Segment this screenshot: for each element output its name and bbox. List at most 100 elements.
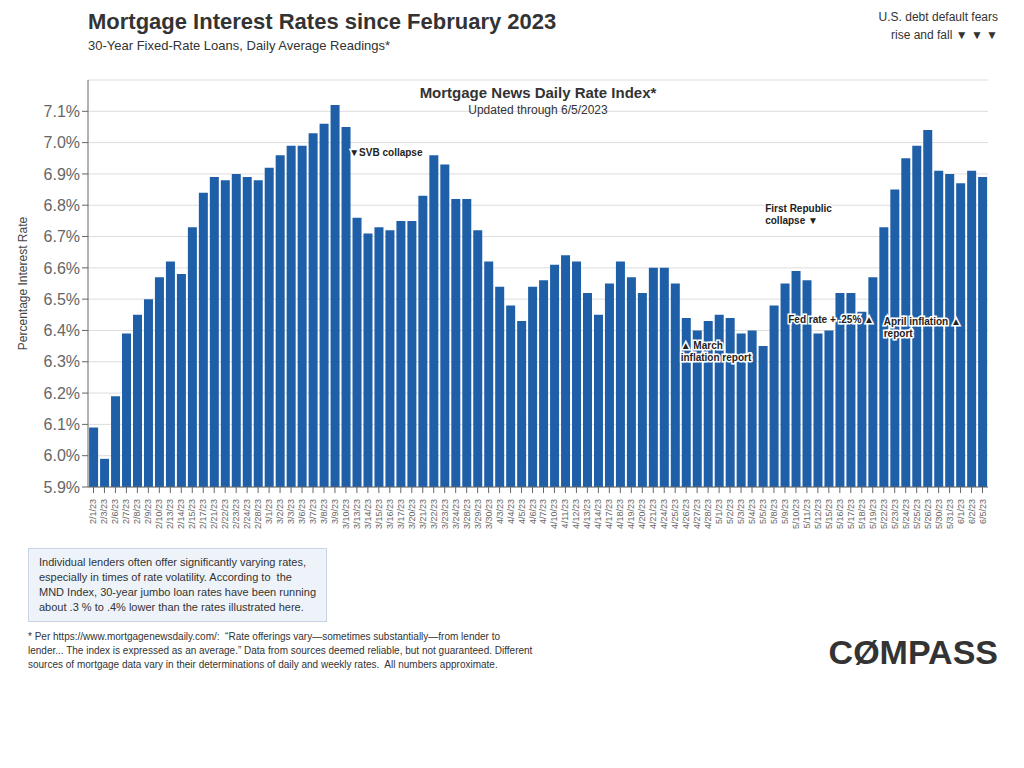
- svg-text:4/24/23: 4/24/23: [659, 499, 669, 529]
- svg-text:4/13/23: 4/13/23: [582, 499, 592, 529]
- svg-text:2/10/23: 2/10/23: [154, 499, 164, 529]
- svg-text:5/22/23: 5/22/23: [879, 499, 889, 529]
- svg-text:2/15/23: 2/15/23: [187, 499, 197, 529]
- svg-text:5/31/23: 5/31/23: [945, 499, 955, 529]
- svg-text:5/9/23: 5/9/23: [780, 499, 790, 524]
- svg-text:5/5/23: 5/5/23: [758, 499, 768, 524]
- svg-text:5/10/23: 5/10/23: [791, 499, 801, 529]
- svg-text:4/26/23: 4/26/23: [681, 499, 691, 529]
- svg-text:4/10/23: 4/10/23: [549, 499, 559, 529]
- svg-text:4/14/23: 4/14/23: [593, 499, 603, 529]
- svg-text:5/25/23: 5/25/23: [912, 499, 922, 529]
- svg-text:2/24/23: 2/24/23: [242, 499, 252, 529]
- svg-text:2/7/23: 2/7/23: [121, 499, 131, 524]
- svg-text:▲ March: ▲ March: [681, 340, 723, 351]
- svg-text:April inflation ▲: April inflation ▲: [884, 316, 961, 327]
- svg-text:5.9%: 5.9%: [44, 479, 80, 496]
- svg-text:3/28/23: 3/28/23: [462, 499, 472, 529]
- svg-text:2/23/23: 2/23/23: [231, 499, 241, 529]
- svg-text:6/1/23: 6/1/23: [956, 499, 966, 524]
- svg-text:2/6/23: 2/6/23: [110, 499, 120, 524]
- svg-text:Percentage Interest Rate: Percentage Interest Rate: [16, 216, 30, 350]
- svg-text:3/8/23: 3/8/23: [319, 499, 329, 524]
- svg-text:2/13/23: 2/13/23: [165, 499, 175, 529]
- svg-text:First Republic: First Republic: [765, 203, 832, 214]
- svg-text:7.0%: 7.0%: [44, 134, 80, 151]
- svg-text:3/29/23: 3/29/23: [473, 499, 483, 529]
- svg-text:6.7%: 6.7%: [44, 228, 80, 245]
- svg-text:6.9%: 6.9%: [44, 166, 80, 183]
- svg-text:5/19/23: 5/19/23: [868, 499, 878, 529]
- svg-text:5/11/23: 5/11/23: [802, 499, 812, 528]
- svg-text:4/5/23: 4/5/23: [517, 499, 527, 524]
- svg-text:5/4/23: 5/4/23: [747, 499, 757, 524]
- svg-text:6.1%: 6.1%: [44, 416, 80, 433]
- svg-text:4/27/23: 4/27/23: [692, 499, 702, 529]
- svg-text:3/10/23: 3/10/23: [341, 499, 351, 529]
- svg-text:4/17/23: 4/17/23: [604, 499, 614, 529]
- svg-text:6.6%: 6.6%: [44, 260, 80, 277]
- svg-text:3/24/23: 3/24/23: [451, 499, 461, 529]
- svg-text:6.8%: 6.8%: [44, 197, 80, 214]
- svg-text:3/3/23: 3/3/23: [286, 499, 296, 524]
- svg-text:5/24/23: 5/24/23: [901, 499, 911, 529]
- svg-text:4/12/23: 4/12/23: [571, 499, 581, 529]
- svg-text:Fed rate + .25% ▲: Fed rate + .25% ▲: [788, 314, 874, 325]
- svg-text:5/18/23: 5/18/23: [857, 499, 867, 529]
- svg-text:5/3/23: 5/3/23: [736, 499, 746, 524]
- svg-text:2/9/23: 2/9/23: [143, 499, 153, 524]
- svg-text:2/8/23: 2/8/23: [132, 499, 142, 524]
- svg-text:4/11/23: 4/11/23: [560, 499, 570, 528]
- svg-text:4/21/23: 4/21/23: [648, 499, 658, 529]
- svg-text:2/14/23: 2/14/23: [176, 499, 186, 529]
- svg-text:3/15/23: 3/15/23: [374, 499, 384, 529]
- svg-text:3/9/23: 3/9/23: [330, 499, 340, 524]
- svg-text:inflation report: inflation report: [681, 352, 752, 363]
- svg-text:4/20/23: 4/20/23: [637, 499, 647, 529]
- svg-text:4/28/23: 4/28/23: [703, 499, 713, 529]
- svg-text:5/23/23: 5/23/23: [890, 499, 900, 529]
- svg-text:3/7/23: 3/7/23: [308, 499, 318, 524]
- svg-text:report: report: [884, 328, 914, 339]
- svg-text:5/16/23: 5/16/23: [835, 499, 845, 529]
- svg-text:7.1%: 7.1%: [44, 103, 80, 120]
- svg-text:3/22/23: 3/22/23: [429, 499, 439, 529]
- svg-text:collapse ▼: collapse ▼: [765, 215, 818, 226]
- svg-text:5/15/23: 5/15/23: [824, 499, 834, 529]
- svg-text:2/22/23: 2/22/23: [220, 499, 230, 529]
- svg-text:2/28/23: 2/28/23: [253, 499, 263, 529]
- svg-text:6.0%: 6.0%: [44, 447, 80, 464]
- svg-text:5/1/23: 5/1/23: [714, 499, 724, 524]
- svg-text:6/5/23: 6/5/23: [978, 499, 988, 524]
- svg-text:6.5%: 6.5%: [44, 291, 80, 308]
- svg-text:4/3/23: 4/3/23: [495, 499, 505, 524]
- svg-text:6.4%: 6.4%: [44, 322, 80, 339]
- svg-text:6/2/23: 6/2/23: [967, 499, 977, 524]
- svg-text:2/21/23: 2/21/23: [209, 499, 219, 529]
- svg-text:▼SVB collapse: ▼SVB collapse: [349, 147, 423, 158]
- svg-text:5/30/23: 5/30/23: [934, 499, 944, 529]
- svg-text:6.2%: 6.2%: [44, 385, 80, 402]
- svg-text:5/2/23: 5/2/23: [725, 499, 735, 524]
- svg-text:4/4/23: 4/4/23: [506, 499, 516, 524]
- svg-text:3/6/23: 3/6/23: [297, 499, 307, 524]
- svg-text:4/7/23: 4/7/23: [538, 499, 548, 524]
- svg-text:5/8/23: 5/8/23: [769, 499, 779, 524]
- svg-text:5/26/23: 5/26/23: [923, 499, 933, 529]
- svg-text:4/6/23: 4/6/23: [528, 499, 538, 524]
- svg-text:4/18/23: 4/18/23: [615, 499, 625, 529]
- svg-text:4/19/23: 4/19/23: [626, 499, 636, 529]
- svg-text:2/17/23: 2/17/23: [198, 499, 208, 529]
- svg-text:3/17/23: 3/17/23: [396, 499, 406, 529]
- svg-text:2/3/23: 2/3/23: [99, 499, 109, 524]
- svg-text:3/2/23: 3/2/23: [275, 499, 285, 524]
- svg-text:5/12/23: 5/12/23: [813, 499, 823, 529]
- svg-text:3/1/23: 3/1/23: [264, 499, 274, 524]
- svg-text:3/14/23: 3/14/23: [363, 499, 373, 529]
- svg-text:3/13/23: 3/13/23: [352, 499, 362, 529]
- svg-text:2/1/23: 2/1/23: [88, 499, 98, 524]
- svg-text:3/21/23: 3/21/23: [418, 499, 428, 529]
- svg-text:4/25/23: 4/25/23: [670, 499, 680, 529]
- svg-text:3/20/23: 3/20/23: [407, 499, 417, 529]
- svg-text:3/16/23: 3/16/23: [385, 499, 395, 529]
